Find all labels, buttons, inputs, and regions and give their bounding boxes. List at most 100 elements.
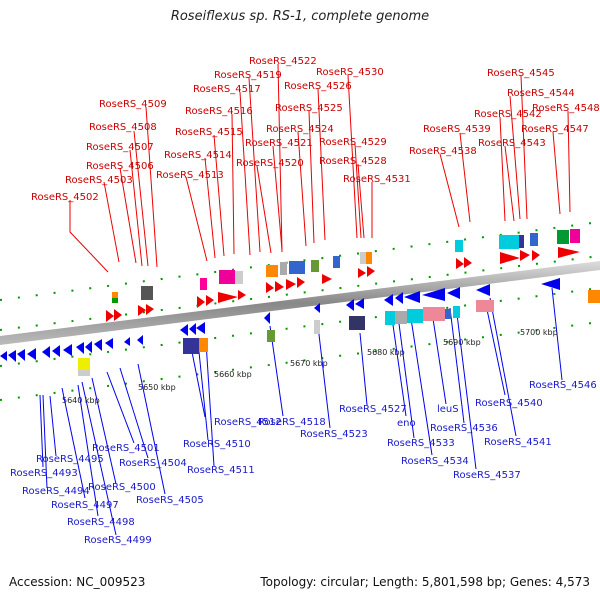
gene-label: RoseRS_4538 — [409, 146, 477, 157]
feature-box — [395, 311, 407, 324]
reverse-gene — [105, 338, 113, 349]
feature-box — [530, 233, 538, 246]
gene-label: RoseRS_4500 — [88, 482, 156, 493]
bottom-leader-lines — [39, 287, 563, 536]
forward-gene — [266, 282, 274, 293]
genome-backbone — [0, 261, 600, 345]
reverse-gene — [76, 342, 84, 354]
gene-label: RoseRS_4523 — [300, 429, 368, 440]
reverse-gene — [42, 346, 50, 358]
forward-gene — [520, 250, 530, 261]
feature-box — [199, 338, 208, 352]
reverse-gene — [8, 350, 16, 362]
feature-box — [570, 229, 580, 243]
feature-box — [407, 309, 423, 323]
feature-box — [453, 306, 460, 318]
reverse-gene — [124, 337, 130, 346]
tick-label: 5680 kbp — [367, 348, 405, 357]
gene-label: RoseRS_4534 — [401, 456, 469, 467]
gene-label: RoseRS_4525 — [275, 103, 343, 114]
feature-box — [219, 270, 235, 284]
gene-label: RoseRS_4548 — [532, 103, 600, 114]
feature-box — [78, 370, 90, 376]
tick-label: 5650 kbp — [138, 383, 176, 392]
feature-box — [112, 292, 118, 298]
gene-label: RoseRS_4517 — [193, 84, 261, 95]
gene-label: RoseRS_4516 — [185, 106, 253, 117]
gene-label: RoseRS_4531 — [343, 174, 411, 185]
gene-label: RoseRS_4498 — [67, 517, 135, 528]
feature-box — [289, 261, 305, 274]
tick-label: 5640 kbp — [62, 396, 100, 405]
feature-boxes — [78, 229, 600, 376]
feature-box — [519, 235, 524, 248]
reverse-gene — [180, 324, 188, 336]
genome-title: Roseiflexus sp. RS-1, complete genome — [170, 9, 430, 24]
gene-label: RoseRS_4522 — [249, 56, 317, 67]
gene-label: RoseRS_4511 — [187, 465, 255, 476]
forward-gene — [322, 274, 332, 284]
forward-gene — [297, 277, 305, 288]
gene-label: RoseRS_4508 — [89, 122, 157, 133]
reverse-gene — [314, 303, 320, 313]
gene-label: RoseRS_4502 — [31, 192, 99, 203]
gene-label: RoseRS_4527 — [339, 404, 407, 415]
gene-label: RoseRS_4503 — [65, 175, 133, 186]
feature-box — [476, 300, 494, 312]
feature-box — [423, 307, 445, 321]
reverse-gene — [27, 348, 36, 360]
gene-label: RoseRS_4494 — [22, 486, 90, 497]
tick-label: 5690 kbp — [443, 338, 481, 347]
forward-gene — [500, 252, 520, 264]
gene-label: RoseRS_4539 — [423, 124, 491, 135]
feature-box — [235, 271, 243, 284]
gene-label: RoseRS_4546 — [529, 380, 597, 391]
gene-label: RoseRS_4547 — [521, 124, 589, 135]
accession-text: Accession: NC_009523 — [9, 575, 146, 589]
gene-label: RoseRS_4505 — [136, 495, 204, 506]
gene-label: RoseRS_4533 — [387, 438, 455, 449]
gene-label: RoseRS_4504 — [119, 458, 187, 469]
gene-label: RoseRS_4540 — [475, 398, 543, 409]
feature-box — [445, 309, 451, 319]
gene-label: RoseRS_4521 — [245, 138, 313, 149]
forward-gene — [106, 310, 114, 322]
reverse-gene — [196, 322, 205, 334]
gene-label: RoseRS_4529 — [319, 137, 387, 148]
tick-label: 5670 kbp — [290, 359, 328, 368]
reverse-gene — [17, 349, 25, 361]
forward-gene — [532, 250, 540, 261]
reverse-gene — [264, 312, 270, 324]
tick-label: 5660 kbp — [214, 370, 252, 379]
gene-label: RoseRS_4507 — [86, 142, 154, 153]
forward-gene — [114, 309, 122, 321]
feature-box — [366, 252, 372, 264]
reverse-gene — [137, 335, 143, 345]
genome-summary-text: Topology: circular; Length: 5,801,598 bp… — [260, 575, 590, 589]
feature-box — [314, 320, 320, 334]
feature-box — [333, 256, 340, 268]
feature-box — [267, 330, 275, 342]
feature-box — [183, 338, 199, 354]
feature-box — [349, 316, 365, 330]
feature-box — [266, 265, 278, 277]
gene-label: leuS — [437, 404, 459, 415]
gene-label: RoseRS_4541 — [484, 437, 552, 448]
gene-label: RoseRS_4509 — [99, 99, 167, 110]
gene-label: RoseRS_4524 — [266, 124, 334, 135]
forward-gene — [464, 257, 472, 268]
reverse-genes — [0, 278, 560, 362]
tick-labels: 5640 kbp 5650 kbp 5660 kbp 5670 kbp 5680… — [62, 328, 558, 405]
reverse-gene — [85, 341, 92, 353]
gene-label: RoseRS_4514 — [164, 150, 232, 161]
gene-label: RoseRS_4537 — [453, 470, 521, 481]
feature-box — [385, 311, 395, 325]
gene-label: RoseRS_4543 — [478, 138, 546, 149]
gene-label: RoseRS_4497 — [51, 500, 119, 511]
reverse-gene — [355, 298, 364, 309]
feature-box — [112, 298, 118, 303]
forward-genes — [106, 247, 580, 322]
gene-label: RoseRS_4520 — [236, 158, 304, 169]
forward-gene — [275, 281, 284, 292]
